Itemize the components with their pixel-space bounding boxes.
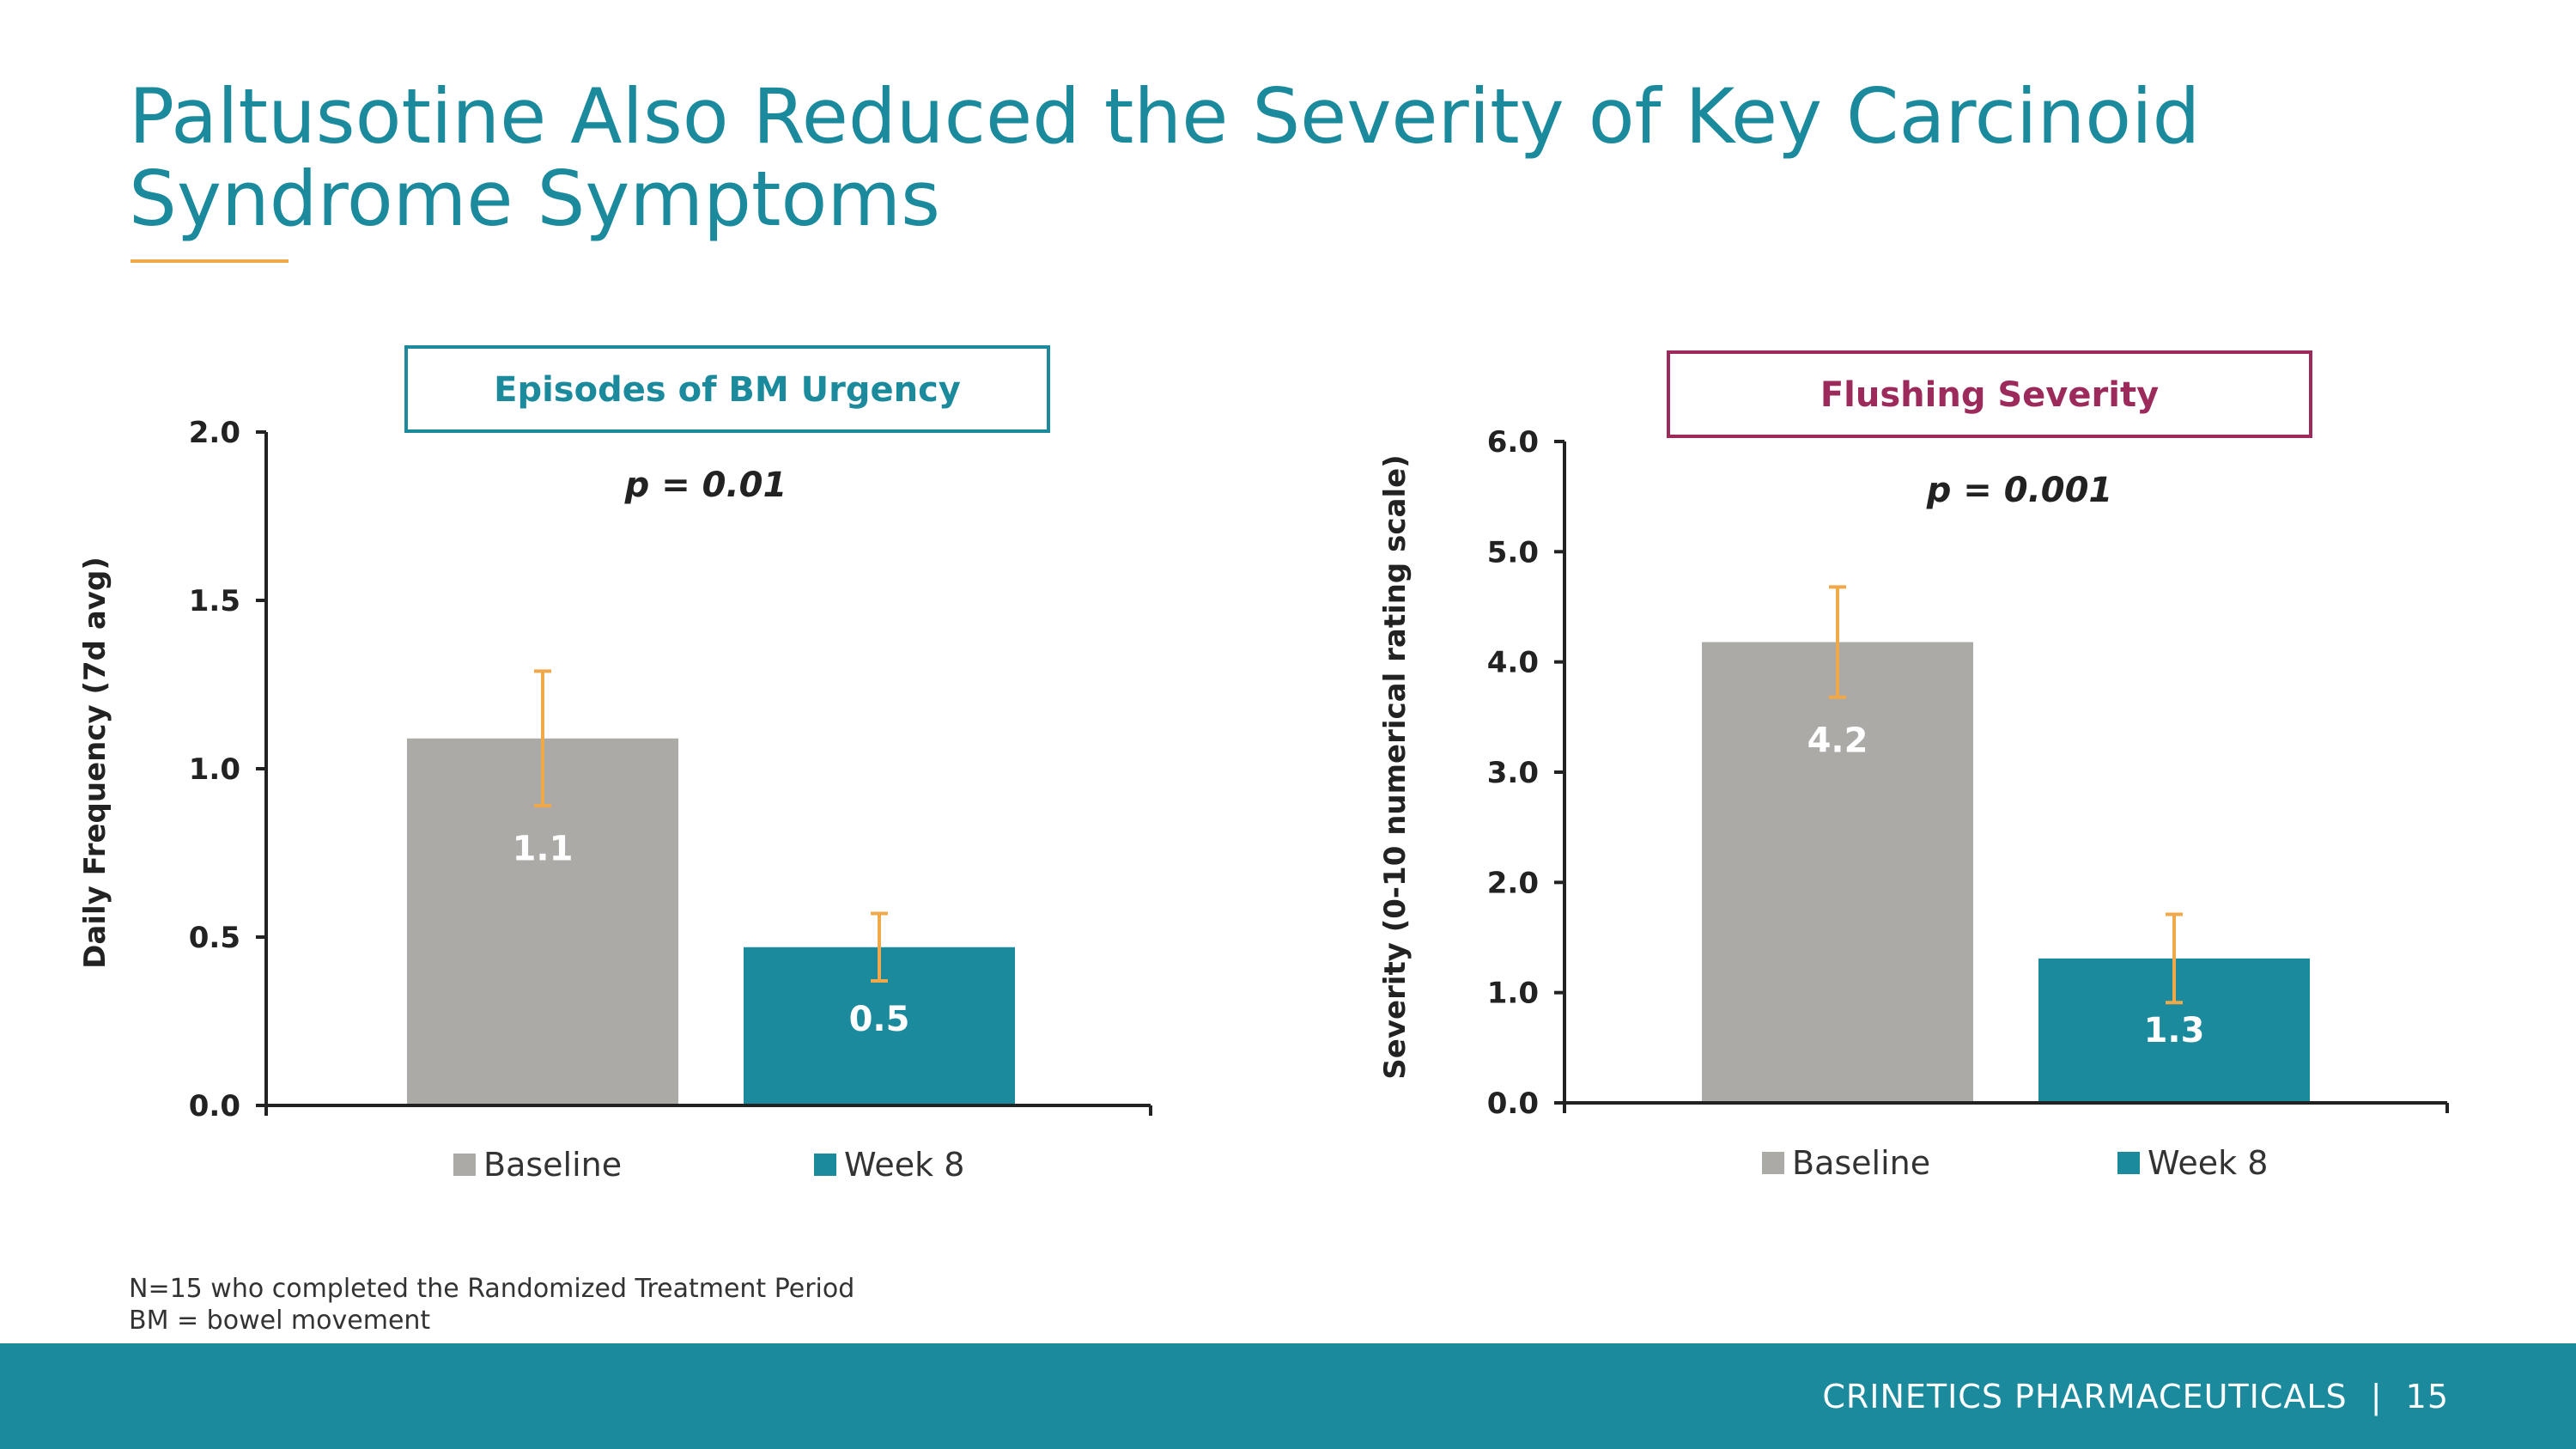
title-accent-rule xyxy=(131,259,289,263)
footnote-bm: BM = bowel movement xyxy=(129,1306,431,1336)
chart-bm-legend-label-0: Baseline xyxy=(483,1146,622,1184)
footnote-n: N=15 who completed the Randomized Treatm… xyxy=(129,1274,855,1304)
chart-flush-p-value: p = 0.001 xyxy=(1926,471,2113,510)
chart-flush-data-label-0: 4.2 xyxy=(1807,721,1868,761)
chart-bm-y-tick-label: 0.0 xyxy=(189,1089,240,1123)
chart-bm-y-tick-label: 1.5 xyxy=(189,584,240,618)
chart-flush-data-label-1: 1.3 xyxy=(2144,1011,2205,1050)
footer-separator: | xyxy=(2370,1378,2383,1416)
chart-flush-y-tick-label: 3.0 xyxy=(1487,756,1539,790)
chart-flush-bar-baseline xyxy=(1702,642,1973,1103)
chart-flush-title-box xyxy=(1667,350,2312,438)
chart-flush-legend-label-0: Baseline xyxy=(1792,1144,1930,1182)
chart-flush-legend-swatch-1 xyxy=(2117,1152,2140,1174)
footnotes: N=15 who completed the Randomized Treatm… xyxy=(129,1273,854,1336)
chart-bm-title: Episodes of BM Urgency xyxy=(494,370,961,410)
chart-flush-y-tick-label: 4.0 xyxy=(1487,646,1539,680)
chart-bm-legend-swatch-0 xyxy=(453,1154,476,1176)
chart-flush-y-tick-label: 0.0 xyxy=(1487,1087,1539,1121)
chart-bm-legend-label-1: Week 8 xyxy=(844,1146,964,1184)
chart-flush-legend-swatch-0 xyxy=(1762,1152,1784,1174)
footer-bar: CRINETICS PHARMACEUTICALS | 15 xyxy=(0,1343,2576,1449)
slide-title: Paltusotine Also Reduced the Severity of… xyxy=(129,72,2201,243)
chart-bm-y-tick-label: 1.0 xyxy=(189,752,240,787)
chart-bm-data-label-1: 0.5 xyxy=(849,1000,910,1039)
chart-bm-y-tick-label: 2.0 xyxy=(189,416,240,450)
chart-flush-title: Flushing Severity xyxy=(1820,375,2159,415)
chart-flush-y-tick-label: 6.0 xyxy=(1487,425,1539,460)
chart-flush-y-tick-label: 5.0 xyxy=(1487,535,1539,569)
chart-bm-title-box xyxy=(404,345,1050,433)
chart-flush-y-tick-label: 2.0 xyxy=(1487,866,1539,900)
footer-company: CRINETICS PHARMACEUTICALS xyxy=(1822,1378,2348,1416)
chart-flush-y-axis-label: Severity (0-10 numerical rating scale) xyxy=(1378,454,1413,1079)
footer-page-number: 15 xyxy=(2405,1378,2449,1416)
chart-bm-data-label-0: 1.1 xyxy=(513,830,574,869)
chart-bm-y-tick-label: 0.5 xyxy=(189,921,240,955)
chart-bm-p-value: p = 0.01 xyxy=(624,466,787,505)
chart-flush-y-tick-label: 1.0 xyxy=(1487,977,1539,1011)
chart-bm-y-axis-label: Daily Frequency (7d avg) xyxy=(78,557,112,969)
chart-bm-legend-swatch-1 xyxy=(814,1154,836,1176)
chart-flush-legend-label-1: Week 8 xyxy=(2148,1144,2268,1182)
footer-text: CRINETICS PHARMACEUTICALS | 15 xyxy=(1822,1378,2449,1416)
